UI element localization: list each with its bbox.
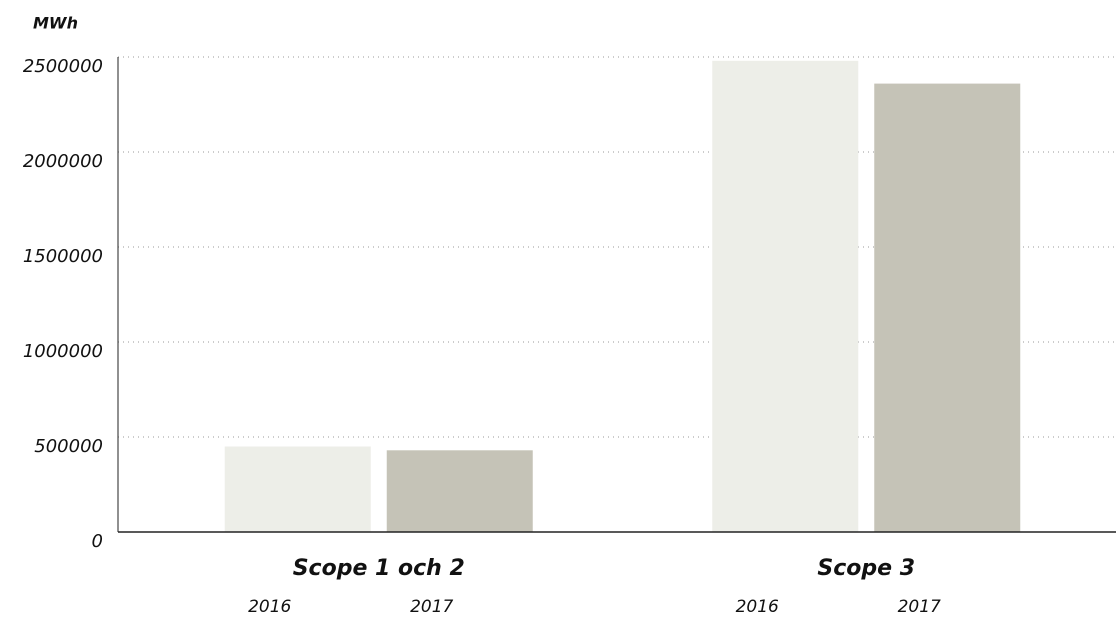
y-tick-label: 2500000: [23, 56, 103, 77]
y-tick-label: 1000000: [23, 341, 103, 362]
x-tick-label: Scope 3: [817, 556, 915, 581]
y-tick-label: 1500000: [23, 246, 103, 267]
series-label: 2016: [736, 597, 779, 617]
bar: [874, 83, 1021, 532]
bar: [712, 60, 859, 533]
x-tick-label: Scope 1 och 2: [293, 556, 465, 581]
y-axis-label: MWh: [33, 14, 78, 33]
series-label: 2016: [248, 597, 291, 617]
series-label: 2017: [410, 597, 453, 617]
bar: [224, 446, 371, 532]
y-tick-label: 500000: [34, 436, 103, 457]
bar: [386, 450, 533, 532]
y-tick-label: 2000000: [23, 151, 103, 172]
y-tick-label: 0: [92, 531, 103, 552]
series-label: 2017: [898, 597, 941, 617]
